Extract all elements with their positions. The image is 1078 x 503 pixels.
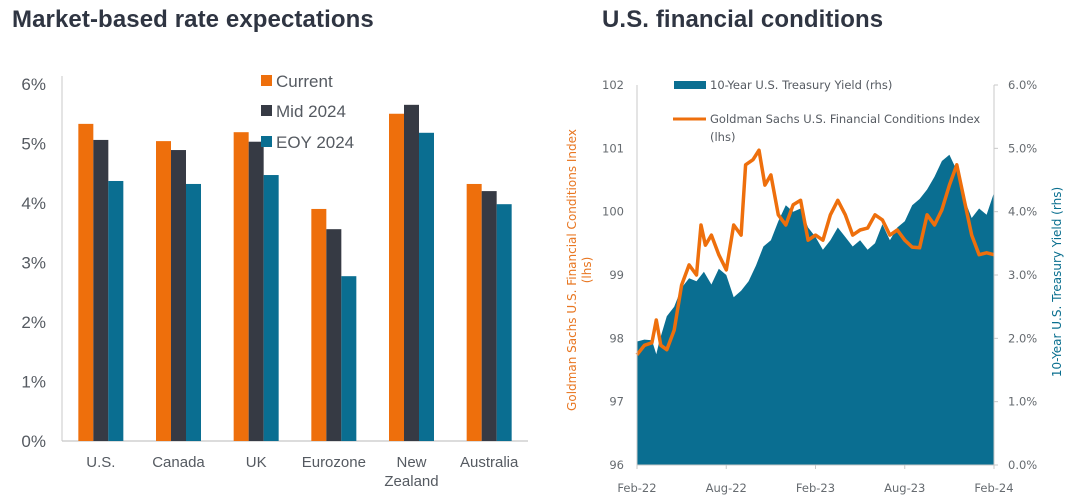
right-y-tick-label: 6.0%: [1008, 78, 1037, 92]
left-y-tick-label: 101: [602, 141, 624, 155]
right-y-tick-label: 5.0%: [1008, 141, 1037, 155]
right-y-tick-label: 1.0%: [1008, 395, 1037, 409]
treasury-yield-area: [637, 154, 994, 465]
y-tick-label: 3%: [21, 254, 46, 273]
x-category-label: New: [396, 454, 426, 471]
left-axis-title: Goldman Sachs U.S. Financial Conditions …: [565, 129, 594, 411]
legend-label: Mid 2024: [276, 102, 346, 121]
left-y-tick-label: 102: [602, 78, 624, 92]
right-y-tick-label: 3.0%: [1008, 268, 1037, 282]
bar-mid-2024-uk: [248, 141, 264, 441]
legend-label: EOY 2024: [276, 133, 354, 152]
right-chart-title: U.S. financial conditions: [602, 6, 884, 33]
y-tick-label: 2%: [21, 313, 46, 332]
legend-swatch-mid-2024: [261, 105, 272, 116]
rate-expectations-bar-chart: 0% 1% 2% 3% 4% 5% 6% U.S. Canada UK Eurozone New Zea…: [21, 72, 528, 490]
legend-swatch-eoy-2024: [261, 136, 272, 147]
left-y-tick-label: 99: [609, 268, 624, 282]
left-y-tick-label: 98: [609, 331, 624, 345]
legend-label: Current: [276, 72, 333, 91]
right-y-tick-label: 2.0%: [1008, 331, 1037, 345]
right-y-tick-label: 4.0%: [1008, 205, 1037, 219]
x-category-label: Australia: [460, 454, 519, 471]
bar-eoy-2024-eurozone: [341, 276, 357, 441]
legend-swatch-current: [261, 75, 272, 86]
x-category-label: Eurozone: [302, 454, 366, 471]
x-tick-label: Feb-22: [617, 481, 656, 495]
bar-mid-2024-u-s-: [93, 139, 109, 441]
bar-eoy-2024-u-s-: [108, 180, 124, 442]
legend-label-gs-fci-line1: Goldman Sachs U.S. Financial Conditions …: [710, 112, 980, 126]
right-axis-title: 10-Year U.S. Treasury Yield (rhs): [1050, 187, 1064, 377]
bar-mid-2024-canada: [171, 150, 186, 442]
left-y-tick-label: 97: [609, 395, 624, 409]
bar-current-new-zealand: [389, 113, 404, 441]
bar-mid-2024-australia: [481, 191, 497, 441]
x-category-label: U.S.: [86, 454, 115, 471]
legend-label-treasury-yield: 10-Year U.S. Treasury Yield (rhs): [710, 78, 892, 92]
bar-mid-2024-eurozone: [326, 229, 342, 441]
bar-current-canada: [156, 141, 171, 441]
bar-current-uk: [233, 132, 249, 441]
bar-mid-2024-new-zealand: [404, 104, 419, 441]
bar-current-australia: [466, 183, 482, 441]
right-y-tick-label: 0.0%: [1008, 458, 1037, 472]
left-chart-title: Market-based rate expectations: [12, 6, 374, 33]
x-tick-label: Aug-22: [706, 481, 747, 495]
bar-eoy-2024-canada: [186, 183, 201, 441]
left-axis-title-line2: (lhs): [580, 257, 594, 284]
y-tick-label: 0%: [21, 432, 46, 451]
left-y-tick-label: 100: [602, 205, 624, 219]
x-tick-label: Feb-23: [796, 481, 835, 495]
bar-eoy-2024-australia: [496, 204, 512, 441]
legend-swatch-treasury-yield: [674, 81, 706, 89]
legend-label-gs-fci-line2: (lhs): [710, 130, 735, 144]
y-tick-label: 4%: [21, 194, 46, 213]
x-tick-label: Feb-24: [974, 481, 1013, 495]
left-axis-title-line1: Goldman Sachs U.S. Financial Conditions …: [565, 129, 579, 411]
left-y-tick-label: 96: [609, 458, 624, 472]
x-tick-label: Aug-23: [884, 481, 925, 495]
gs-fci-line: [635, 148, 995, 356]
bar-current-eurozone: [311, 208, 327, 441]
x-category-label: Zealand: [384, 473, 438, 490]
bar-current-u-s-: [78, 123, 94, 442]
y-tick-label: 1%: [21, 373, 46, 392]
legend-label-gs-fci: Goldman Sachs U.S. Financial Conditions …: [710, 112, 980, 144]
y-tick-label: 5%: [21, 135, 46, 154]
x-category-label: UK: [246, 454, 267, 471]
y-tick-label: 6%: [21, 75, 46, 94]
bar-eoy-2024-new-zealand: [419, 132, 434, 442]
x-category-label: Canada: [152, 454, 205, 471]
bar-eoy-2024-uk: [263, 175, 279, 441]
